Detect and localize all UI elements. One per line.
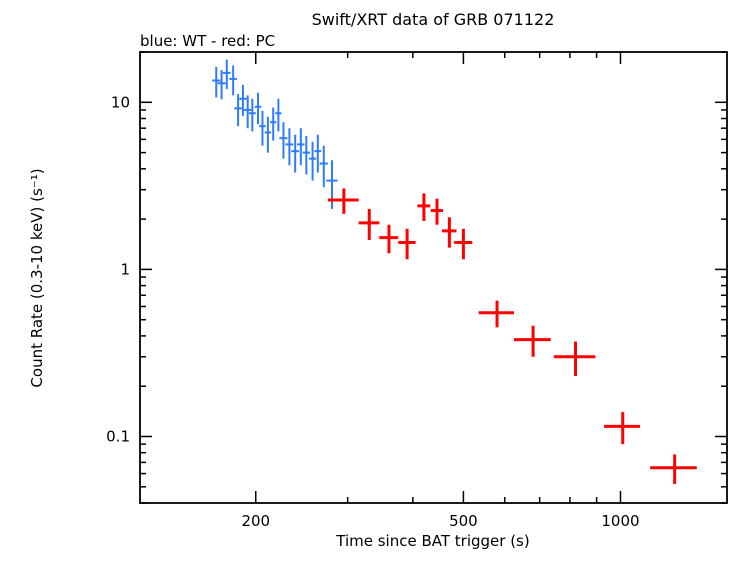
chart-subtitle-legend: blue: WT - red: PC: [140, 32, 275, 50]
data-point: [309, 141, 317, 181]
data-point: [478, 300, 514, 328]
series-pc: [327, 188, 697, 484]
data-point: [212, 66, 221, 98]
data-point: [417, 193, 431, 221]
data-point: [430, 198, 444, 225]
data-point: [270, 107, 277, 141]
y-tick-label: 0.1: [106, 428, 130, 446]
data-point: [326, 160, 338, 209]
data-point: [319, 145, 328, 188]
x-tick-label: 1000: [601, 512, 639, 530]
data-point: [553, 341, 596, 377]
data-point: [327, 188, 359, 214]
plot-frame: [139, 51, 728, 504]
data-point: [264, 116, 272, 153]
data-point: [279, 122, 288, 159]
data-point: [234, 94, 242, 127]
data-point: [442, 217, 457, 248]
data-point: [314, 134, 322, 173]
x-tick-label: 200: [241, 512, 270, 530]
data-point: [239, 84, 247, 116]
data-point: [650, 454, 697, 484]
data-point: [379, 224, 399, 254]
data-series: [212, 59, 697, 484]
data-point: [604, 412, 641, 445]
data-point: [217, 70, 226, 100]
data-point: [285, 128, 294, 166]
series-wt: [212, 59, 338, 209]
data-point: [259, 110, 266, 146]
data-point: [254, 92, 262, 125]
data-point: [454, 228, 473, 260]
data-point: [291, 134, 299, 173]
data-point: [398, 228, 416, 260]
chart-title: Swift/XRT data of GRB 071122: [312, 10, 555, 29]
x-tick-label: 500: [449, 512, 478, 530]
data-point: [244, 95, 252, 129]
y-tick-label: 1: [120, 260, 130, 278]
y-axis-label: Count Rate (0.3-10 keV) (s⁻¹): [28, 168, 46, 387]
data-point: [275, 98, 282, 132]
data-point: [297, 128, 305, 166]
data-point: [222, 59, 231, 90]
data-point: [358, 208, 380, 240]
x-axis-label: Time since BAT trigger (s): [335, 532, 529, 550]
data-point: [302, 135, 310, 175]
data-point: [229, 65, 237, 96]
data-point: [513, 325, 551, 357]
axes-ticks: 200 500 1000 0.1 1 10: [106, 51, 727, 530]
y-tick-label: 10: [111, 93, 130, 111]
data-point: [248, 98, 256, 132]
